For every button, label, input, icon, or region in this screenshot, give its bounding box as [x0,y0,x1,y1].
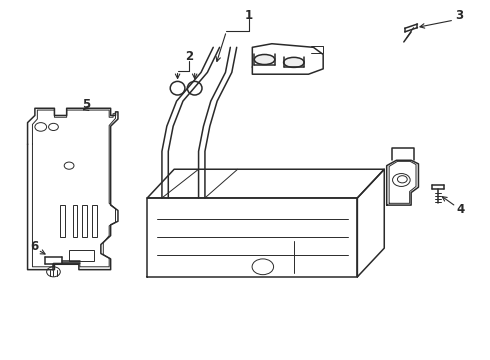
Ellipse shape [254,54,275,64]
Text: 5: 5 [82,98,90,111]
Bar [69,250,94,261]
Bar [82,205,87,237]
Bar [92,205,97,237]
Text: 3: 3 [455,9,463,22]
Bar [60,205,65,237]
Text: 1: 1 [245,9,253,22]
Text: 2: 2 [185,50,193,63]
Bar [73,205,77,237]
Ellipse shape [284,57,304,67]
Text: 6: 6 [30,240,38,253]
Text: 4: 4 [457,203,465,216]
